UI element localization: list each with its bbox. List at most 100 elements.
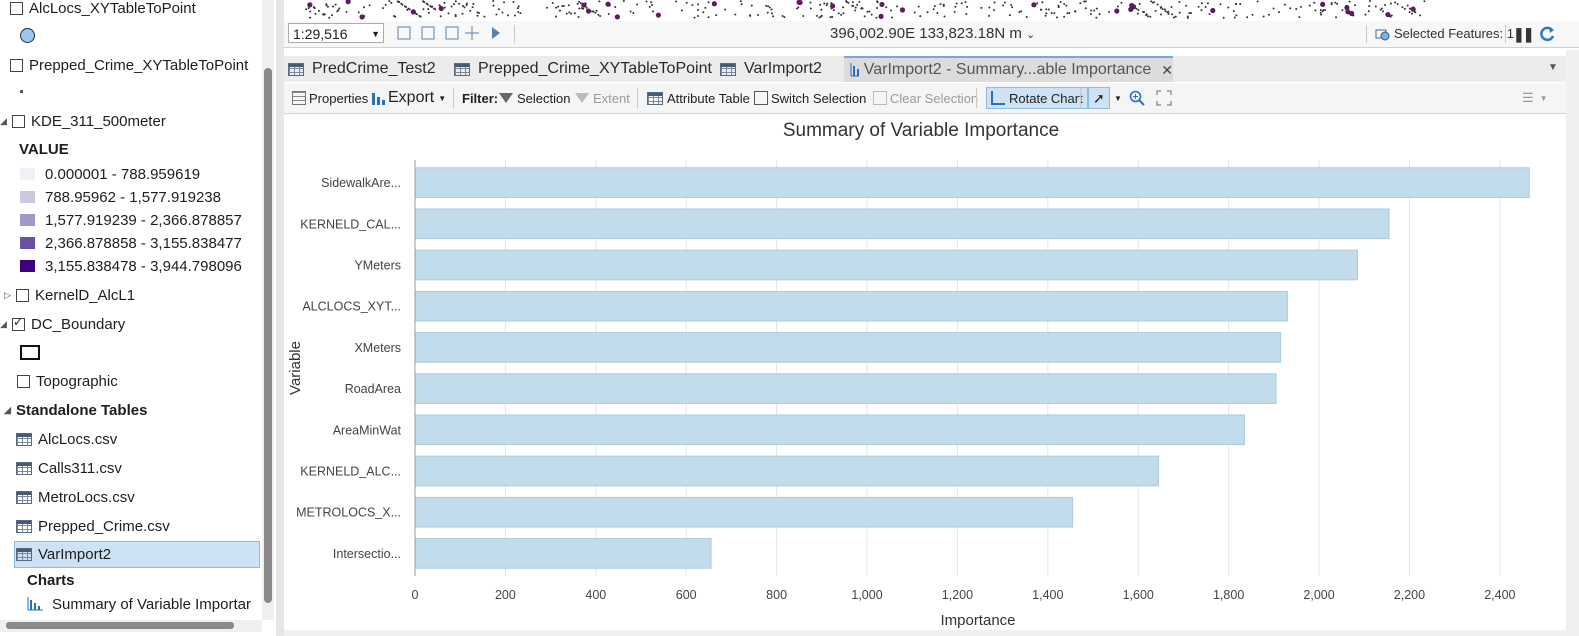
table-item[interactable]: Calls311.csv — [16, 456, 122, 480]
layer-visibility-checkbox[interactable] — [17, 374, 30, 388]
select-tool-button[interactable]: ➚ — [1088, 87, 1110, 109]
standalone-tables-header[interactable]: ◢ Standalone Tables — [4, 398, 147, 422]
filter-funnel-icon — [575, 93, 589, 103]
map-point — [1233, 16, 1236, 19]
rotate-chart-button[interactable]: Rotate Chart — [986, 87, 1088, 109]
contents-horizontal-scrollbar[interactable] — [0, 620, 262, 632]
bar[interactable] — [414, 414, 1245, 446]
x-tick-label: 1,000 — [851, 588, 882, 602]
legend-item: 788.95962 - 1,577.919238 — [20, 185, 221, 209]
view-border — [1566, 50, 1579, 636]
expand-arrow-icon[interactable]: ◢ — [0, 318, 7, 329]
tab-prepped-crime[interactable]: Prepped_Crime_XYTableToPoint — [454, 56, 712, 82]
chart-view[interactable]: Summary of Variable Importance SidewalkA… — [284, 114, 1566, 632]
zoom-in-button[interactable] — [1129, 88, 1145, 108]
layer-name: Prepped_Crime_XYTableToPoint — [29, 56, 249, 74]
pause-drawing-icon[interactable]: ❚❚ — [1513, 26, 1535, 42]
bar[interactable] — [414, 290, 1288, 322]
map-point — [1298, 16, 1301, 19]
tab-predcrime-test2[interactable]: PredCrime_Test2 — [288, 56, 436, 82]
table-item[interactable]: MetroLocs.csv — [16, 485, 135, 509]
expand-arrow-icon[interactable]: ◢ — [4, 404, 11, 415]
tab-varimport2[interactable]: VarImport2 — [720, 56, 822, 82]
clear-selection-button[interactable]: Clear Selection — [873, 88, 978, 108]
map-view[interactable] — [286, 0, 1566, 20]
map-point — [495, 13, 498, 16]
layer-row-alclocs[interactable]: AlcLocs_XYTableToPoint — [10, 0, 196, 20]
contents-vertical-scrollbar[interactable] — [262, 0, 274, 620]
bar[interactable] — [414, 167, 1530, 198]
expand-arrow-icon[interactable]: ◢ — [0, 115, 7, 126]
properties-button[interactable]: Properties — [292, 88, 368, 108]
bar[interactable] — [414, 249, 1358, 281]
bar[interactable] — [414, 208, 1390, 240]
map-point — [783, 16, 786, 19]
full-extent-button[interactable] — [1156, 88, 1172, 108]
coordinate-readout[interactable]: 396,002.90E 133,823.18N m ⌄ — [830, 25, 1035, 42]
map-point — [408, 8, 411, 11]
selected-features-count[interactable]: Selected Features: 1 — [1394, 26, 1514, 41]
close-icon[interactable]: ✕ — [1161, 61, 1173, 78]
filter-extent-button[interactable]: Extent — [575, 88, 630, 108]
list-options-button[interactable]: ☰ ▼ — [1522, 88, 1548, 108]
y-tick-label: KERNELD_ALC... — [300, 465, 401, 479]
layer-visibility-checkbox[interactable] — [10, 1, 23, 15]
pane-splitter[interactable] — [276, 0, 284, 636]
chart-title: Summary of Variable Importance — [783, 120, 1059, 141]
map-point — [576, 2, 579, 5]
layer-visibility-checkbox[interactable] — [10, 58, 23, 72]
layer-visibility-checkbox[interactable] — [12, 315, 25, 331]
chart-item[interactable]: Summary of Variable Importar — [27, 592, 251, 616]
map-point — [1164, 10, 1167, 13]
tab-varimport2-chart[interactable]: VarImport2 - Summary...able Importance ✕ — [844, 56, 1173, 82]
filter-selection-button[interactable]: Selection — [499, 88, 570, 108]
x-tick-label: 400 — [585, 588, 606, 602]
map-point — [426, 3, 429, 6]
table-name: MetroLocs.csv — [38, 488, 135, 506]
layer-row-prepped-crime[interactable]: Prepped_Crime_XYTableToPoint — [10, 53, 248, 77]
legend-label: 2,366.878858 - 3,155.838477 — [45, 234, 242, 252]
bar[interactable] — [414, 455, 1160, 487]
chevron-down-icon[interactable]: ▼ — [1114, 93, 1122, 103]
layer-visibility-checkbox[interactable] — [12, 114, 25, 128]
table-item[interactable]: Prepped_Crime.csv — [16, 514, 170, 538]
tab-overflow-chevron-icon[interactable]: ▼ — [1548, 62, 1558, 73]
cursor-select-icon: ➚ — [1093, 89, 1105, 106]
map-point — [960, 2, 963, 5]
scrollbar-thumb[interactable] — [6, 622, 234, 629]
map-point — [577, 15, 580, 18]
refresh-icon[interactable] — [1538, 25, 1556, 43]
map-point — [330, 14, 333, 17]
table-name: Prepped_Crime.csv — [38, 517, 170, 535]
collapse-arrow-icon[interactable]: ▷ — [4, 289, 11, 300]
map-point — [953, 10, 956, 13]
bar[interactable] — [414, 538, 712, 569]
bar[interactable] — [414, 332, 1282, 363]
table-item-selected[interactable]: VarImport2 — [14, 541, 260, 568]
scrollbar-thumb[interactable] — [264, 68, 272, 603]
switch-selection-button[interactable]: Switch Selection — [754, 88, 866, 108]
map-nav-tools[interactable] — [396, 24, 506, 44]
layer-row-kde[interactable]: ◢ KDE_311_500meter — [0, 109, 166, 133]
layer-visibility-checkbox[interactable] — [16, 288, 29, 302]
map-point — [1154, 9, 1157, 12]
attribute-table-button[interactable]: Attribute Table — [647, 88, 750, 108]
x-tick-label: 800 — [766, 588, 787, 602]
map-point — [337, 9, 340, 12]
table-name: VarImport2 — [38, 546, 112, 563]
scale-selector[interactable]: 1:29,516 ▼ — [288, 23, 384, 43]
layer-row-topographic[interactable]: Topographic — [17, 369, 118, 393]
table-item[interactable]: AlcLocs.csv — [16, 427, 117, 451]
bar[interactable] — [414, 496, 1074, 528]
map-point — [866, 10, 869, 13]
layer-row-kerneld[interactable]: ▷ KernelD_AlcL1 — [4, 283, 135, 307]
map-point — [388, 0, 391, 3]
map-point — [831, 16, 834, 19]
export-button[interactable]: Export ▼ — [371, 88, 446, 108]
map-point — [781, 14, 784, 17]
map-point — [842, 6, 845, 9]
layer-row-dc-boundary[interactable]: ◢ DC_Boundary — [0, 312, 125, 336]
bar[interactable] — [414, 373, 1277, 404]
clear-selection-icon — [873, 91, 887, 105]
legend-swatch — [20, 237, 35, 249]
